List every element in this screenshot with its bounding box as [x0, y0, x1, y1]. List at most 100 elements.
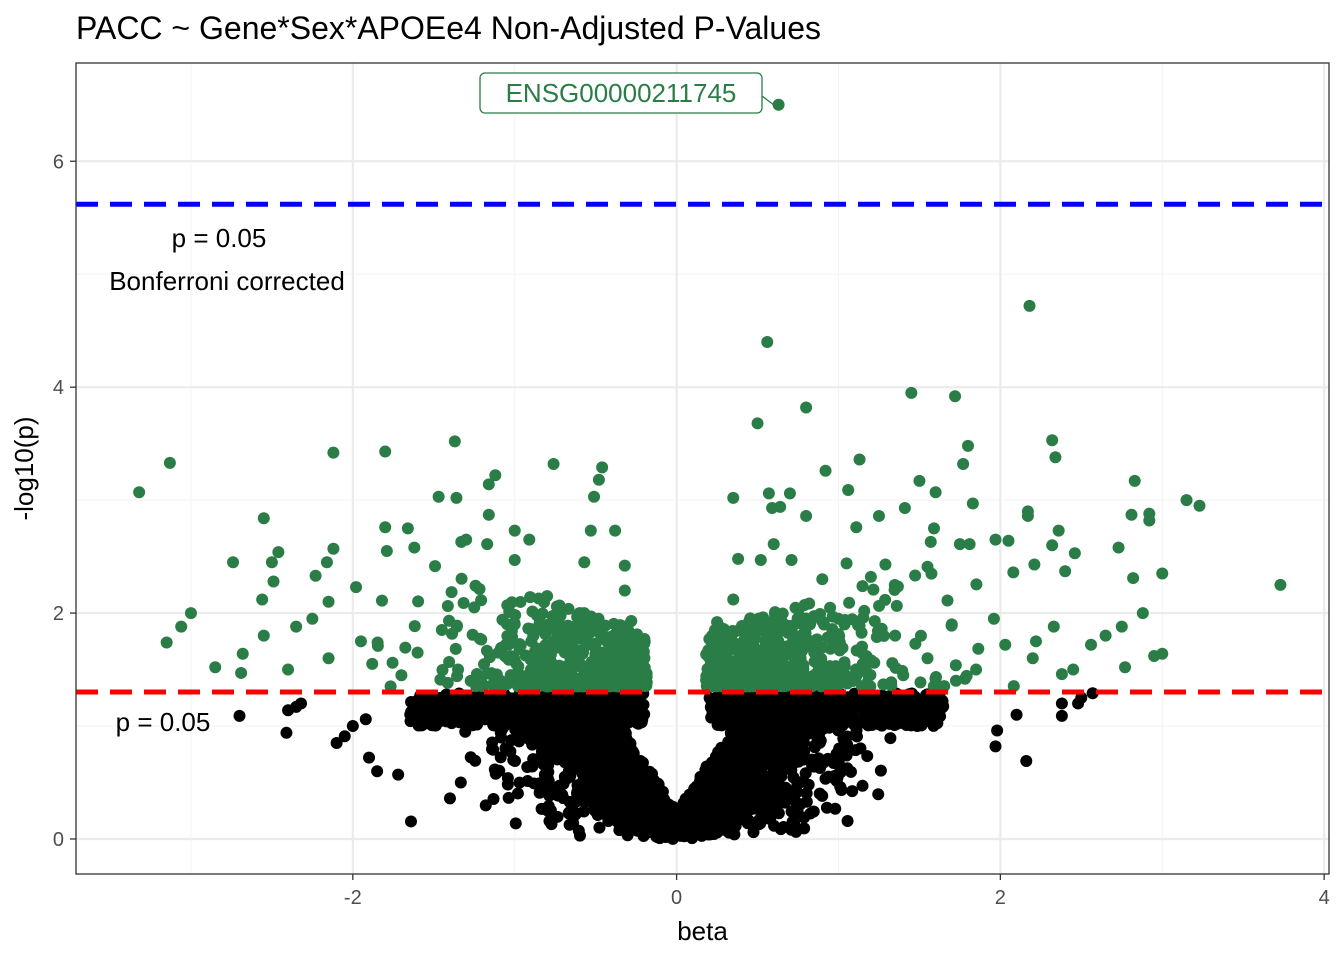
- non-significant-point: [719, 717, 732, 730]
- non-significant-point: [1010, 708, 1023, 721]
- non-significant-point: [363, 751, 376, 764]
- non-significant-point: [719, 800, 732, 813]
- non-significant-point: [662, 827, 675, 840]
- non-significant-point: [822, 770, 835, 783]
- non-significant-point: [791, 778, 804, 791]
- non-significant-point: [763, 705, 776, 718]
- non-significant-point: [989, 740, 1002, 753]
- non-significant-point: [502, 791, 515, 804]
- non-significant-point: [565, 808, 578, 821]
- significant-point: [536, 607, 549, 620]
- significant-point: [836, 641, 849, 654]
- non-significant-point: [680, 809, 693, 822]
- non-significant-point: [846, 785, 859, 798]
- non-significant-point: [622, 821, 635, 834]
- significant-point: [914, 629, 927, 642]
- significant-point: [429, 560, 442, 573]
- non-significant-point: [746, 713, 759, 726]
- significant-point: [941, 594, 954, 607]
- non-significant-point: [914, 715, 927, 728]
- non-significant-point: [546, 704, 559, 717]
- non-significant-point: [1020, 755, 1033, 768]
- non-significant-point: [816, 789, 829, 802]
- non-significant-point: [806, 759, 819, 772]
- non-significant-point: [850, 730, 863, 743]
- significant-point: [765, 622, 778, 635]
- non-significant-point: [280, 726, 293, 739]
- non-significant-point: [626, 757, 639, 770]
- non-significant-point: [830, 747, 843, 760]
- significant-point: [890, 599, 903, 612]
- significant-point: [371, 639, 384, 652]
- significant-point: [449, 642, 462, 655]
- non-significant-point: [737, 802, 750, 815]
- significant-point: [886, 657, 899, 670]
- significant-point: [949, 674, 962, 687]
- non-significant-point: [1055, 709, 1068, 722]
- non-significant-point: [877, 697, 890, 710]
- non-significant-point: [359, 713, 372, 726]
- significant-point: [386, 656, 399, 669]
- non-significant-point: [834, 781, 847, 794]
- non-significant-point: [588, 750, 601, 763]
- non-significant-point: [718, 823, 731, 836]
- non-significant-point: [613, 824, 626, 837]
- non-significant-point: [623, 811, 636, 824]
- significant-point: [541, 639, 554, 652]
- non-significant-point: [737, 786, 750, 799]
- non-significant-point: [856, 715, 869, 728]
- non-significant-point: [564, 796, 577, 809]
- non-significant-point: [832, 713, 845, 726]
- non-significant-point: [829, 802, 842, 815]
- non-significant-point: [543, 789, 556, 802]
- non-significant-point: [786, 815, 799, 828]
- significant-point: [441, 599, 454, 612]
- non-significant-point: [660, 805, 673, 818]
- non-significant-point: [572, 751, 585, 764]
- significant-point: [408, 620, 421, 633]
- non-significant-point: [584, 795, 597, 808]
- non-significant-point: [856, 779, 869, 792]
- non-significant-point: [841, 815, 854, 828]
- plot-background: [76, 63, 1329, 874]
- significant-point: [553, 599, 566, 612]
- non-significant-point: [809, 739, 822, 752]
- non-significant-point: [463, 706, 476, 719]
- non-significant-point: [541, 776, 554, 789]
- non-significant-point: [823, 703, 836, 716]
- non-significant-point: [747, 826, 760, 839]
- non-significant-point: [454, 776, 467, 789]
- non-significant-point: [841, 738, 854, 751]
- non-significant-point: [884, 732, 897, 745]
- non-significant-point: [798, 822, 811, 835]
- non-significant-point: [800, 787, 813, 800]
- non-significant-point: [764, 790, 777, 803]
- non-significant-point: [573, 829, 586, 842]
- non-significant-points: [233, 687, 1099, 845]
- non-significant-point: [699, 783, 712, 796]
- non-significant-point: [558, 706, 571, 719]
- non-significant-point: [608, 786, 621, 799]
- non-significant-point: [872, 788, 885, 801]
- non-significant-point: [489, 767, 502, 780]
- non-significant-point: [758, 737, 771, 750]
- non-significant-point: [556, 735, 569, 748]
- non-significant-point: [1055, 697, 1068, 710]
- non-significant-point: [874, 764, 887, 777]
- non-significant-point: [577, 805, 590, 818]
- non-significant-point: [788, 693, 801, 706]
- non-significant-point: [609, 808, 622, 821]
- non-significant-point: [405, 695, 418, 708]
- non-significant-point: [545, 811, 558, 824]
- significant-point: [412, 595, 425, 608]
- non-significant-point: [744, 770, 757, 783]
- significant-point: [445, 586, 458, 599]
- non-significant-point: [485, 702, 498, 715]
- significant-point: [972, 642, 985, 655]
- non-significant-point: [587, 730, 600, 743]
- non-significant-point: [479, 799, 492, 812]
- non-significant-point: [893, 707, 906, 720]
- non-significant-point: [593, 821, 606, 834]
- non-significant-point: [928, 715, 941, 728]
- non-significant-point: [726, 788, 739, 801]
